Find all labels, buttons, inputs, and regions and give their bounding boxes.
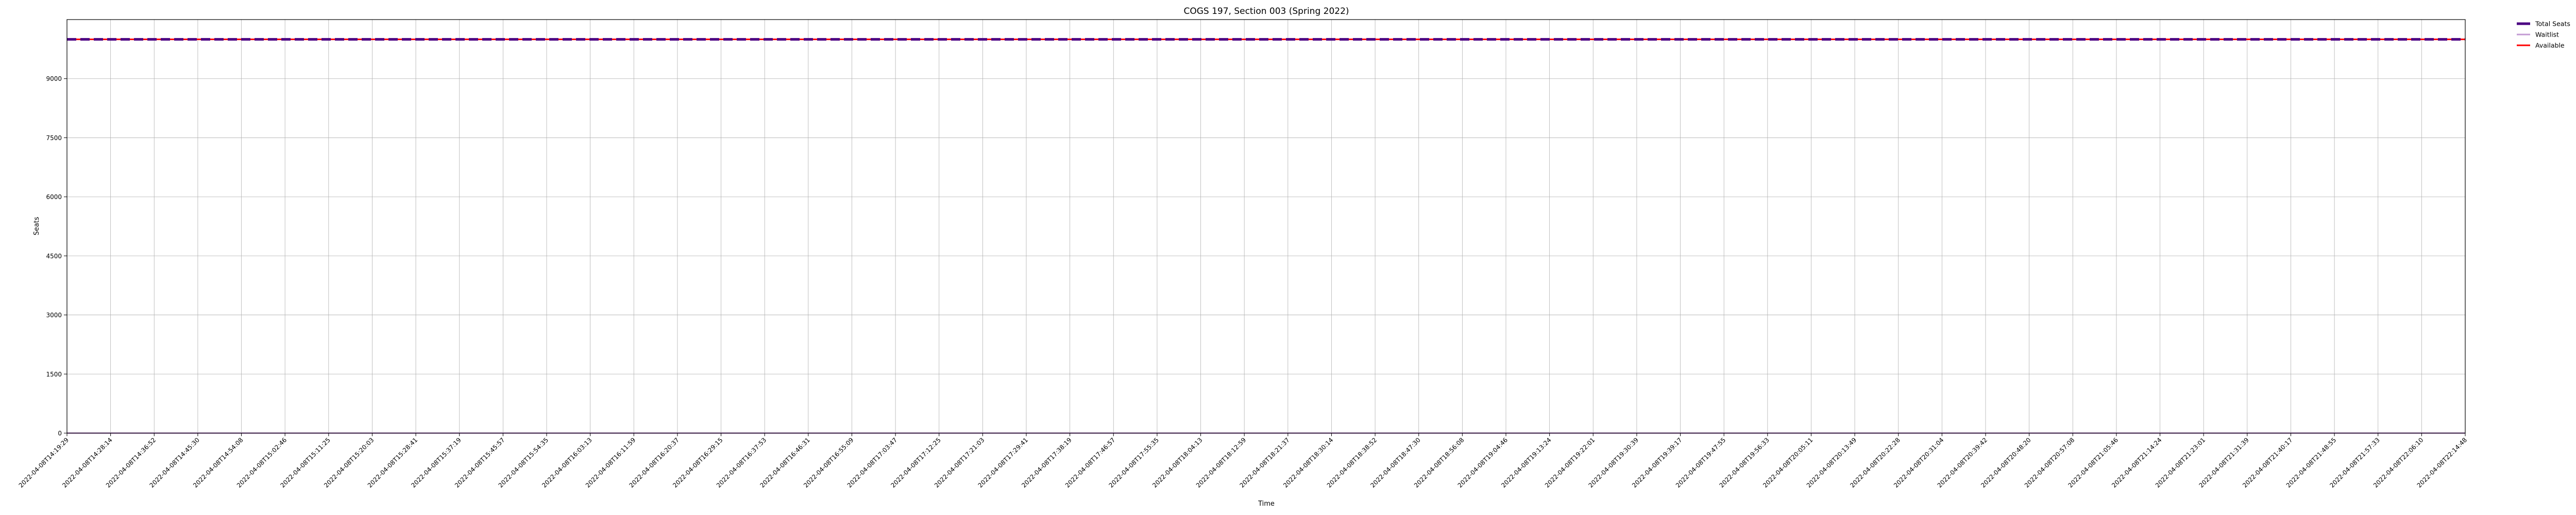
x-tick-label: 2022-04-08T20:48:20: [1979, 436, 2032, 489]
legend-label: Waitlist: [2535, 31, 2559, 39]
x-tick-label: 2022-04-08T19:04:46: [1456, 436, 1510, 489]
x-tick-label: 2022-04-08T19:47:55: [1674, 436, 1727, 489]
x-tick-label: 2022-04-08T14:28:14: [61, 436, 114, 489]
x-tick-label: 2022-04-08T20:39:42: [1936, 436, 1989, 489]
x-tick-label: 2022-04-08T14:36:52: [105, 436, 158, 489]
x-tick-label: 2022-04-08T17:29:41: [977, 436, 1030, 489]
x-tick-label: 2022-04-08T21:31:39: [2197, 436, 2250, 489]
x-tick-label: 2022-04-08T18:21:37: [1238, 436, 1291, 489]
y-axis: 0 1500 3000 4500 6000 7500 9000: [46, 75, 67, 437]
y-tick-label: 7500: [46, 134, 62, 142]
legend: Total Seats Waitlist Available: [2517, 20, 2570, 49]
x-tick-label: 2022-04-08T18:30:14: [1282, 436, 1335, 489]
x-tick-label: 2022-04-08T17:21:03: [933, 436, 986, 489]
x-tick-label: 2022-04-08T15:37:19: [410, 436, 463, 489]
x-tick-label: 2022-04-08T15:28:41: [366, 436, 419, 489]
y-axis-label: Seats: [33, 217, 41, 235]
x-tick-label: 2022-04-08T20:31:04: [1892, 436, 1945, 489]
y-tick-label: 0: [58, 430, 62, 437]
x-tick-label: 2022-04-08T21:40:17: [2241, 436, 2294, 489]
x-tick-label: 2022-04-08T22:14:48: [2416, 436, 2469, 489]
x-tick-label: 2022-04-08T18:12:59: [1195, 436, 1248, 489]
x-tick-label: 2022-04-08T15:11:25: [279, 436, 332, 489]
y-tick-label: 1500: [46, 371, 62, 378]
x-tick-label: 2022-04-08T21:57:33: [2328, 436, 2381, 489]
plot-frame: [66, 19, 2466, 434]
x-tick-label: 2022-04-08T20:05:11: [1761, 436, 1815, 489]
x-tick-label: 2022-04-08T19:39:17: [1631, 436, 1684, 489]
y-tick-label: 3000: [46, 312, 62, 319]
x-tick-label: 2022-04-08T17:03:47: [846, 436, 899, 489]
x-tick-label: 2022-04-08T15:02:46: [235, 436, 289, 489]
x-tick-label: 2022-04-08T16:29:15: [671, 436, 724, 489]
chart-title: COGS 197, Section 003 (Spring 2022): [1183, 6, 1349, 16]
x-tick-label: 2022-04-08T15:45:57: [453, 436, 506, 489]
x-tick-label: 2022-04-08T16:46:31: [758, 436, 811, 489]
x-tick-label: 2022-04-08T18:04:13: [1151, 436, 1204, 489]
x-tick-label: 2022-04-08T19:22:01: [1544, 436, 1597, 489]
x-axis-label: Time: [1258, 500, 1275, 508]
x-tick-label: 2022-04-08T20:22:28: [1849, 436, 1902, 489]
x-tick-label: 2022-04-08T17:55:35: [1108, 436, 1161, 489]
x-tick-label: 2022-04-08T19:56:33: [1718, 436, 1771, 489]
x-tick-label: 2022-04-08T18:38:52: [1326, 436, 1379, 489]
x-tick-label: 2022-04-08T17:46:57: [1064, 436, 1117, 489]
x-tick-label: 2022-04-08T16:03:13: [540, 436, 594, 489]
x-tick-label: 2022-04-08T16:20:37: [628, 436, 681, 489]
x-tick-label: 2022-04-08T14:19:29: [18, 436, 71, 489]
x-tick-label: 2022-04-08T21:48:55: [2285, 436, 2338, 489]
x-tick-label: 2022-04-08T16:11:59: [584, 436, 637, 489]
x-tick-label: 2022-04-08T22:06:10: [2372, 436, 2425, 489]
x-tick-label: 2022-04-08T20:57:08: [2023, 436, 2076, 489]
y-tick-label: 4500: [46, 252, 62, 260]
x-tick-label: 2022-04-08T18:47:30: [1369, 436, 1422, 489]
legend-label: Total Seats: [2535, 20, 2570, 28]
x-tick-label: 2022-04-08T17:38:19: [1020, 436, 1073, 489]
x-tick-label: 2022-04-08T14:45:30: [148, 436, 201, 489]
x-tick-label: 2022-04-08T21:05:46: [2067, 436, 2120, 489]
x-tick-label: 2022-04-08T15:54:35: [497, 436, 550, 489]
x-tick-label: 2022-04-08T17:12:25: [889, 436, 942, 489]
y-tick-label: 9000: [46, 75, 62, 82]
x-tick-label: 2022-04-08T21:14:24: [2110, 436, 2163, 489]
x-tick-label: 2022-04-08T19:30:39: [1587, 436, 1640, 489]
x-axis: 2022-04-08T14:19:292022-04-08T14:28:1420…: [18, 433, 2469, 489]
grid: [66, 20, 2466, 434]
x-tick-label: 2022-04-08T18:56:08: [1413, 436, 1466, 489]
x-tick-label: 2022-04-08T16:37:53: [715, 436, 768, 489]
y-tick-label: 6000: [46, 194, 62, 201]
x-tick-label: 2022-04-08T16:55:09: [802, 436, 855, 489]
x-tick-label: 2022-04-08T21:23:01: [2154, 436, 2207, 489]
legend-label: Available: [2535, 42, 2565, 49]
x-tick-label: 2022-04-08T20:13:49: [1805, 436, 1858, 489]
x-tick-label: 2022-04-08T14:54:08: [192, 436, 245, 489]
x-tick-label: 2022-04-08T19:13:24: [1500, 436, 1553, 489]
x-tick-label: 2022-04-08T15:20:03: [323, 436, 376, 489]
